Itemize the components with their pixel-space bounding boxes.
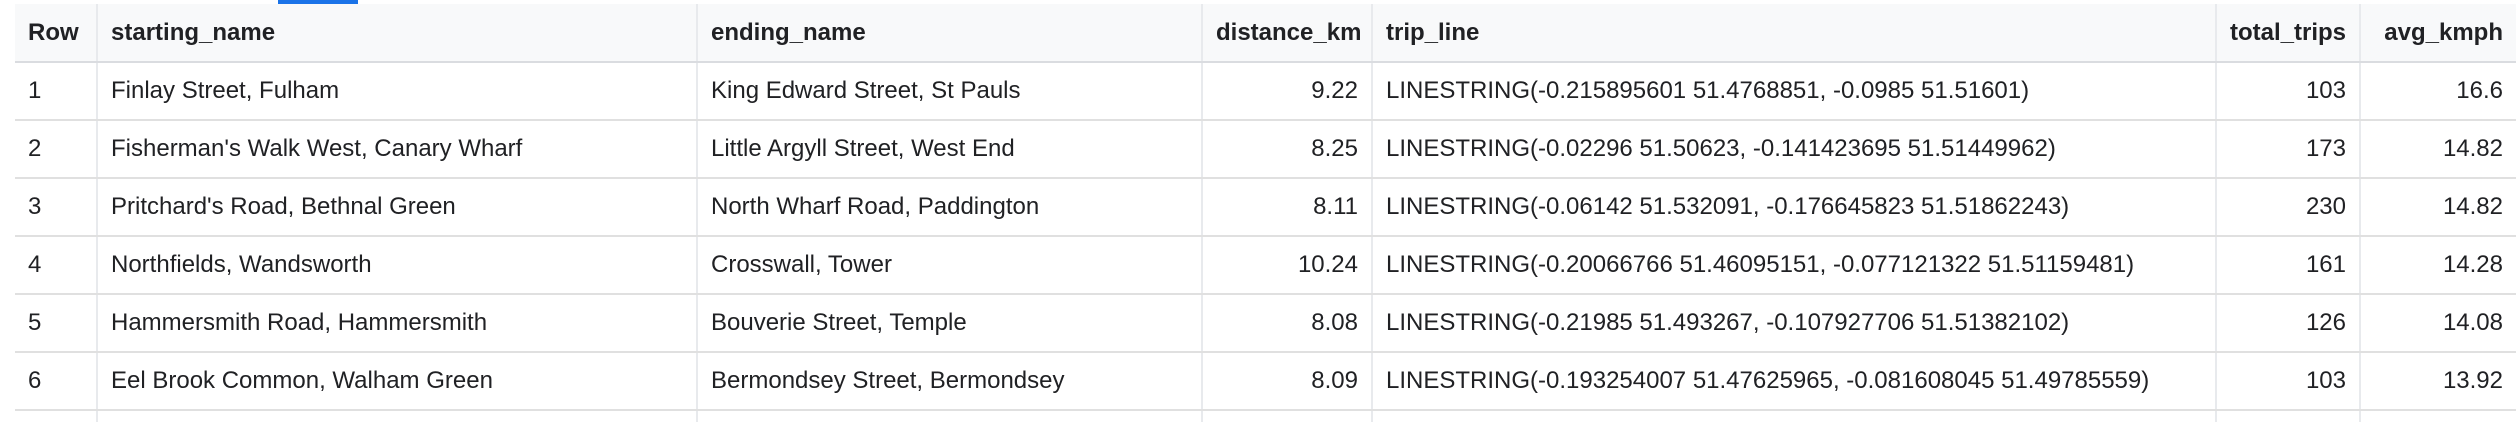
table-row: 1 Finlay Street, Fulham King Edward Stre…: [15, 62, 2516, 121]
cell-avg-kmph[interactable]: 14.08: [2360, 294, 2516, 353]
cell-trip-line[interactable]: LINESTRING(-0.06142 51.532091, -0.176645…: [1372, 178, 2217, 237]
cell-total-trips[interactable]: 126: [2216, 294, 2361, 353]
cell-starting-name[interactable]: Pritchard's Road, Bethnal Green: [97, 178, 698, 237]
active-tab-indicator: [278, 0, 358, 4]
cell-row-number[interactable]: 5: [15, 294, 98, 353]
cell-starting-name[interactable]: Finlay Street, Fulham: [97, 62, 698, 121]
cell-row-number[interactable]: 1: [15, 62, 98, 121]
cell-avg-kmph[interactable]: 14.82: [2360, 120, 2516, 179]
cell-row-number[interactable]: 4: [15, 236, 98, 295]
cell-row-number[interactable]: 3: [15, 178, 98, 237]
cell-avg-kmph[interactable]: 16.6: [2360, 62, 2516, 121]
cell-total-trips[interactable]: 103: [2216, 62, 2361, 121]
column-header-total-trips[interactable]: total_trips: [2216, 4, 2361, 63]
cell-ending-name[interactable]: Crosswall, Tower: [697, 236, 1203, 295]
cell-trip-line[interactable]: LINESTRING(-0.02296 51.50623, -0.1414236…: [1372, 120, 2217, 179]
cell-avg-kmph[interactable]: 14.82: [2360, 178, 2516, 237]
cell-ending-name[interactable]: Little Argyll Street, West End: [697, 120, 1203, 179]
cell-distance-km[interactable]: 8.09: [1202, 352, 1373, 411]
table-row: 6 Eel Brook Common, Walham Green Bermond…: [15, 352, 2516, 411]
cell-starting-name[interactable]: Eel Brook Common, Walham Green: [97, 352, 698, 411]
column-header-distance-km[interactable]: distance_km: [1202, 4, 1373, 63]
cell-row-number[interactable]: 6: [15, 352, 98, 411]
table-row: 2 Fisherman's Walk West, Canary Wharf Li…: [15, 120, 2516, 179]
table-row: 3 Pritchard's Road, Bethnal Green North …: [15, 178, 2516, 237]
cell-total-trips[interactable]: 103: [2216, 352, 2361, 411]
table-row: 4 Northfields, Wandsworth Crosswall, Tow…: [15, 236, 2516, 295]
cell-ending-name[interactable]: Bermondsey Street, Bermondsey: [697, 352, 1203, 411]
cell-distance-km[interactable]: 8.08: [1202, 294, 1373, 353]
cell-starting-name[interactable]: Fisherman's Walk West, Canary Wharf: [97, 120, 698, 179]
cell-ending-name[interactable]: North Wharf Road, Paddington: [697, 178, 1203, 237]
cell-distance-km[interactable]: 9.22: [1202, 62, 1373, 121]
cell-avg-kmph[interactable]: 13.92: [2360, 352, 2516, 411]
cell-trip-line[interactable]: LINESTRING(-0.21985 51.493267, -0.107927…: [1372, 294, 2217, 353]
table-header-row: Row starting_name ending_name distance_k…: [15, 4, 2516, 63]
cell-row-number[interactable]: 2: [15, 120, 98, 179]
cell-distance-km[interactable]: 8.11: [1202, 178, 1373, 237]
cell-trip-line[interactable]: LINESTRING(-0.20066766 51.46095151, -0.0…: [1372, 236, 2217, 295]
cell-ending-name[interactable]: King Edward Street, St Pauls: [697, 62, 1203, 121]
query-results-table: Row starting_name ending_name distance_k…: [15, 4, 2516, 422]
cell-distance-km[interactable]: 10.24: [1202, 236, 1373, 295]
cell-distance-km[interactable]: 8.25: [1202, 120, 1373, 179]
column-header-avg-kmph[interactable]: avg_kmph: [2360, 4, 2516, 63]
column-header-starting-name[interactable]: starting_name: [97, 4, 698, 63]
cell-avg-kmph[interactable]: 14.28: [2360, 236, 2516, 295]
cell-trip-line[interactable]: LINESTRING(-0.215895601 51.4768851, -0.0…: [1372, 62, 2217, 121]
column-header-ending-name[interactable]: ending_name: [697, 4, 1203, 63]
table-row-partial: [15, 410, 2516, 422]
table-row: 5 Hammersmith Road, Hammersmith Bouverie…: [15, 294, 2516, 353]
cell-ending-name[interactable]: Bouverie Street, Temple: [697, 294, 1203, 353]
cell-total-trips[interactable]: 173: [2216, 120, 2361, 179]
cell-starting-name[interactable]: Northfields, Wandsworth: [97, 236, 698, 295]
cell-starting-name[interactable]: Hammersmith Road, Hammersmith: [97, 294, 698, 353]
cell-trip-line[interactable]: LINESTRING(-0.193254007 51.47625965, -0.…: [1372, 352, 2217, 411]
column-header-trip-line[interactable]: trip_line: [1372, 4, 2217, 63]
cell-total-trips[interactable]: 230: [2216, 178, 2361, 237]
cell-total-trips[interactable]: 161: [2216, 236, 2361, 295]
column-header-row[interactable]: Row: [15, 4, 98, 63]
